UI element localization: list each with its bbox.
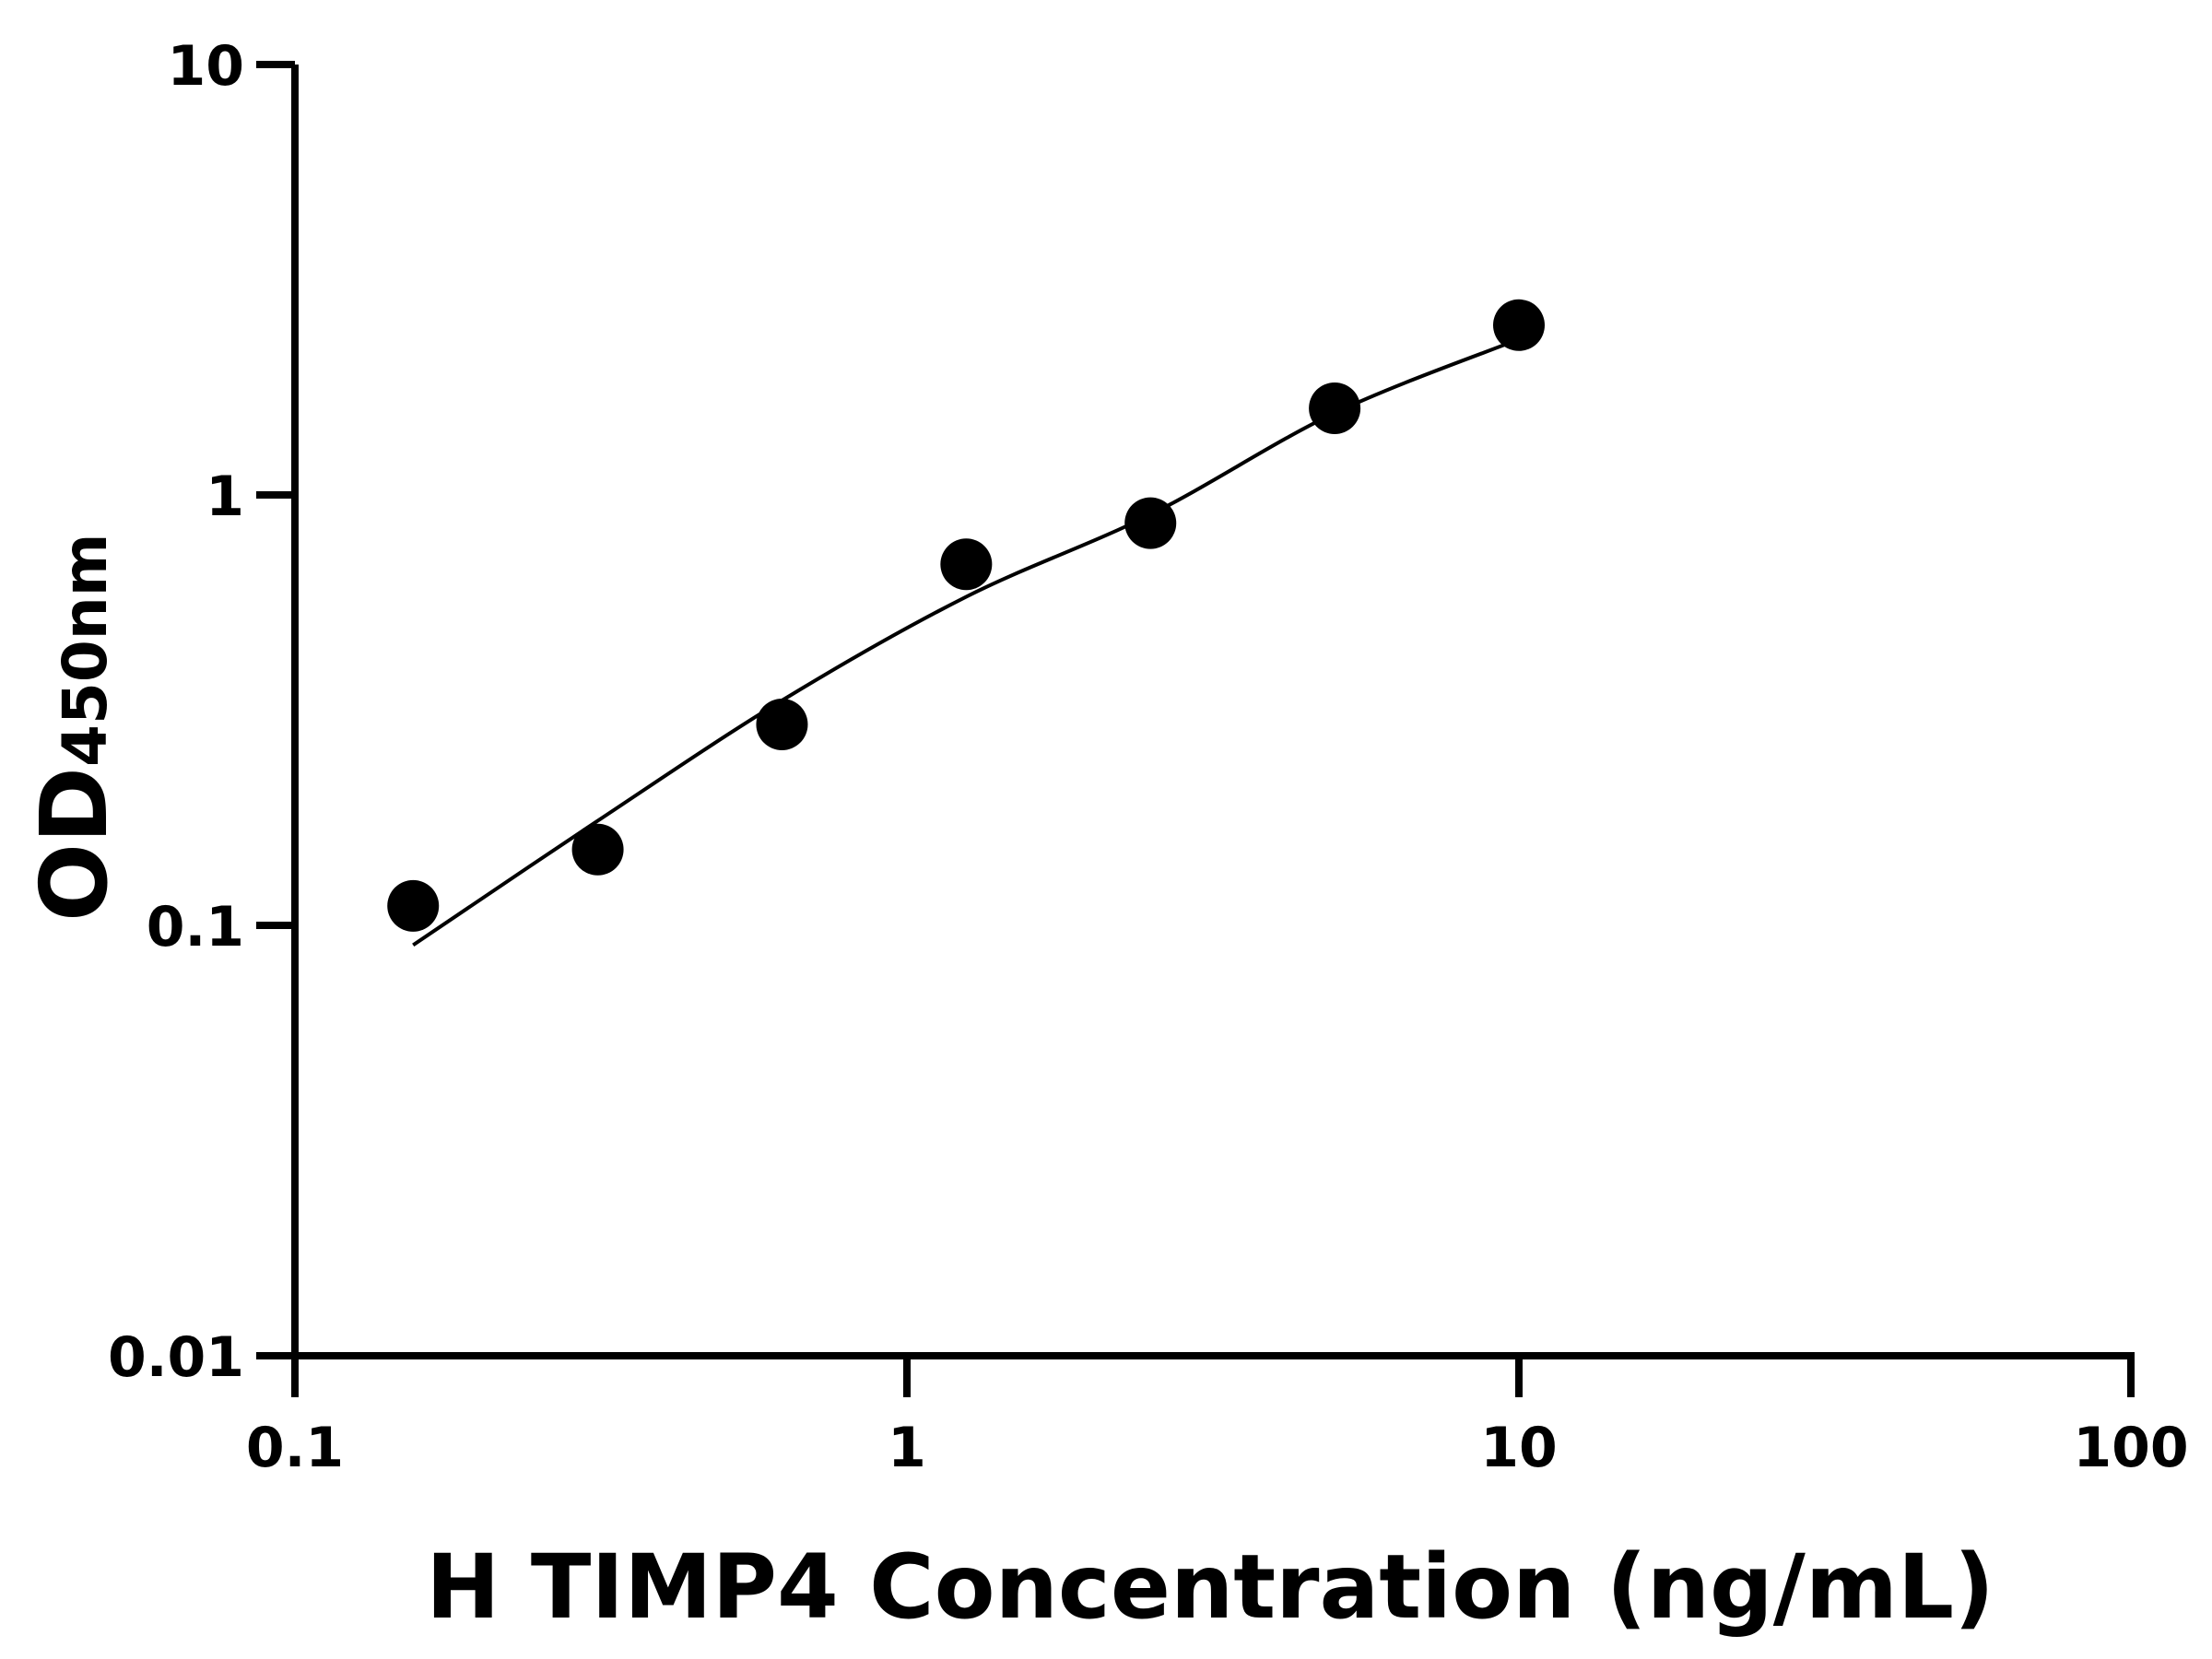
y-axis-label: OD450nm xyxy=(20,533,128,922)
y-tick-label: 1 xyxy=(206,465,244,529)
y-tick-label: 10 xyxy=(168,34,245,99)
data-point xyxy=(387,879,440,932)
data-point xyxy=(1493,299,1545,351)
x-axis-label: H TIMP4 Concentration (ng/mL) xyxy=(426,1535,1994,1639)
x-tick-label: 100 xyxy=(2073,1416,2188,1480)
y-tick-label: 0.01 xyxy=(108,1325,244,1390)
data-point xyxy=(571,823,624,876)
x-tick-label: 0.1 xyxy=(246,1416,344,1480)
data-point xyxy=(756,698,808,750)
x-tick-label: 1 xyxy=(888,1416,926,1480)
data-point xyxy=(1309,382,1361,434)
data-point xyxy=(940,538,993,591)
y-tick-label: 0.1 xyxy=(147,895,244,959)
data-point xyxy=(1124,497,1177,549)
x-tick-label: 10 xyxy=(1480,1416,1558,1480)
y-axis-label-sub: 450nm xyxy=(50,533,121,767)
y-axis-label-main: OD xyxy=(20,767,128,922)
